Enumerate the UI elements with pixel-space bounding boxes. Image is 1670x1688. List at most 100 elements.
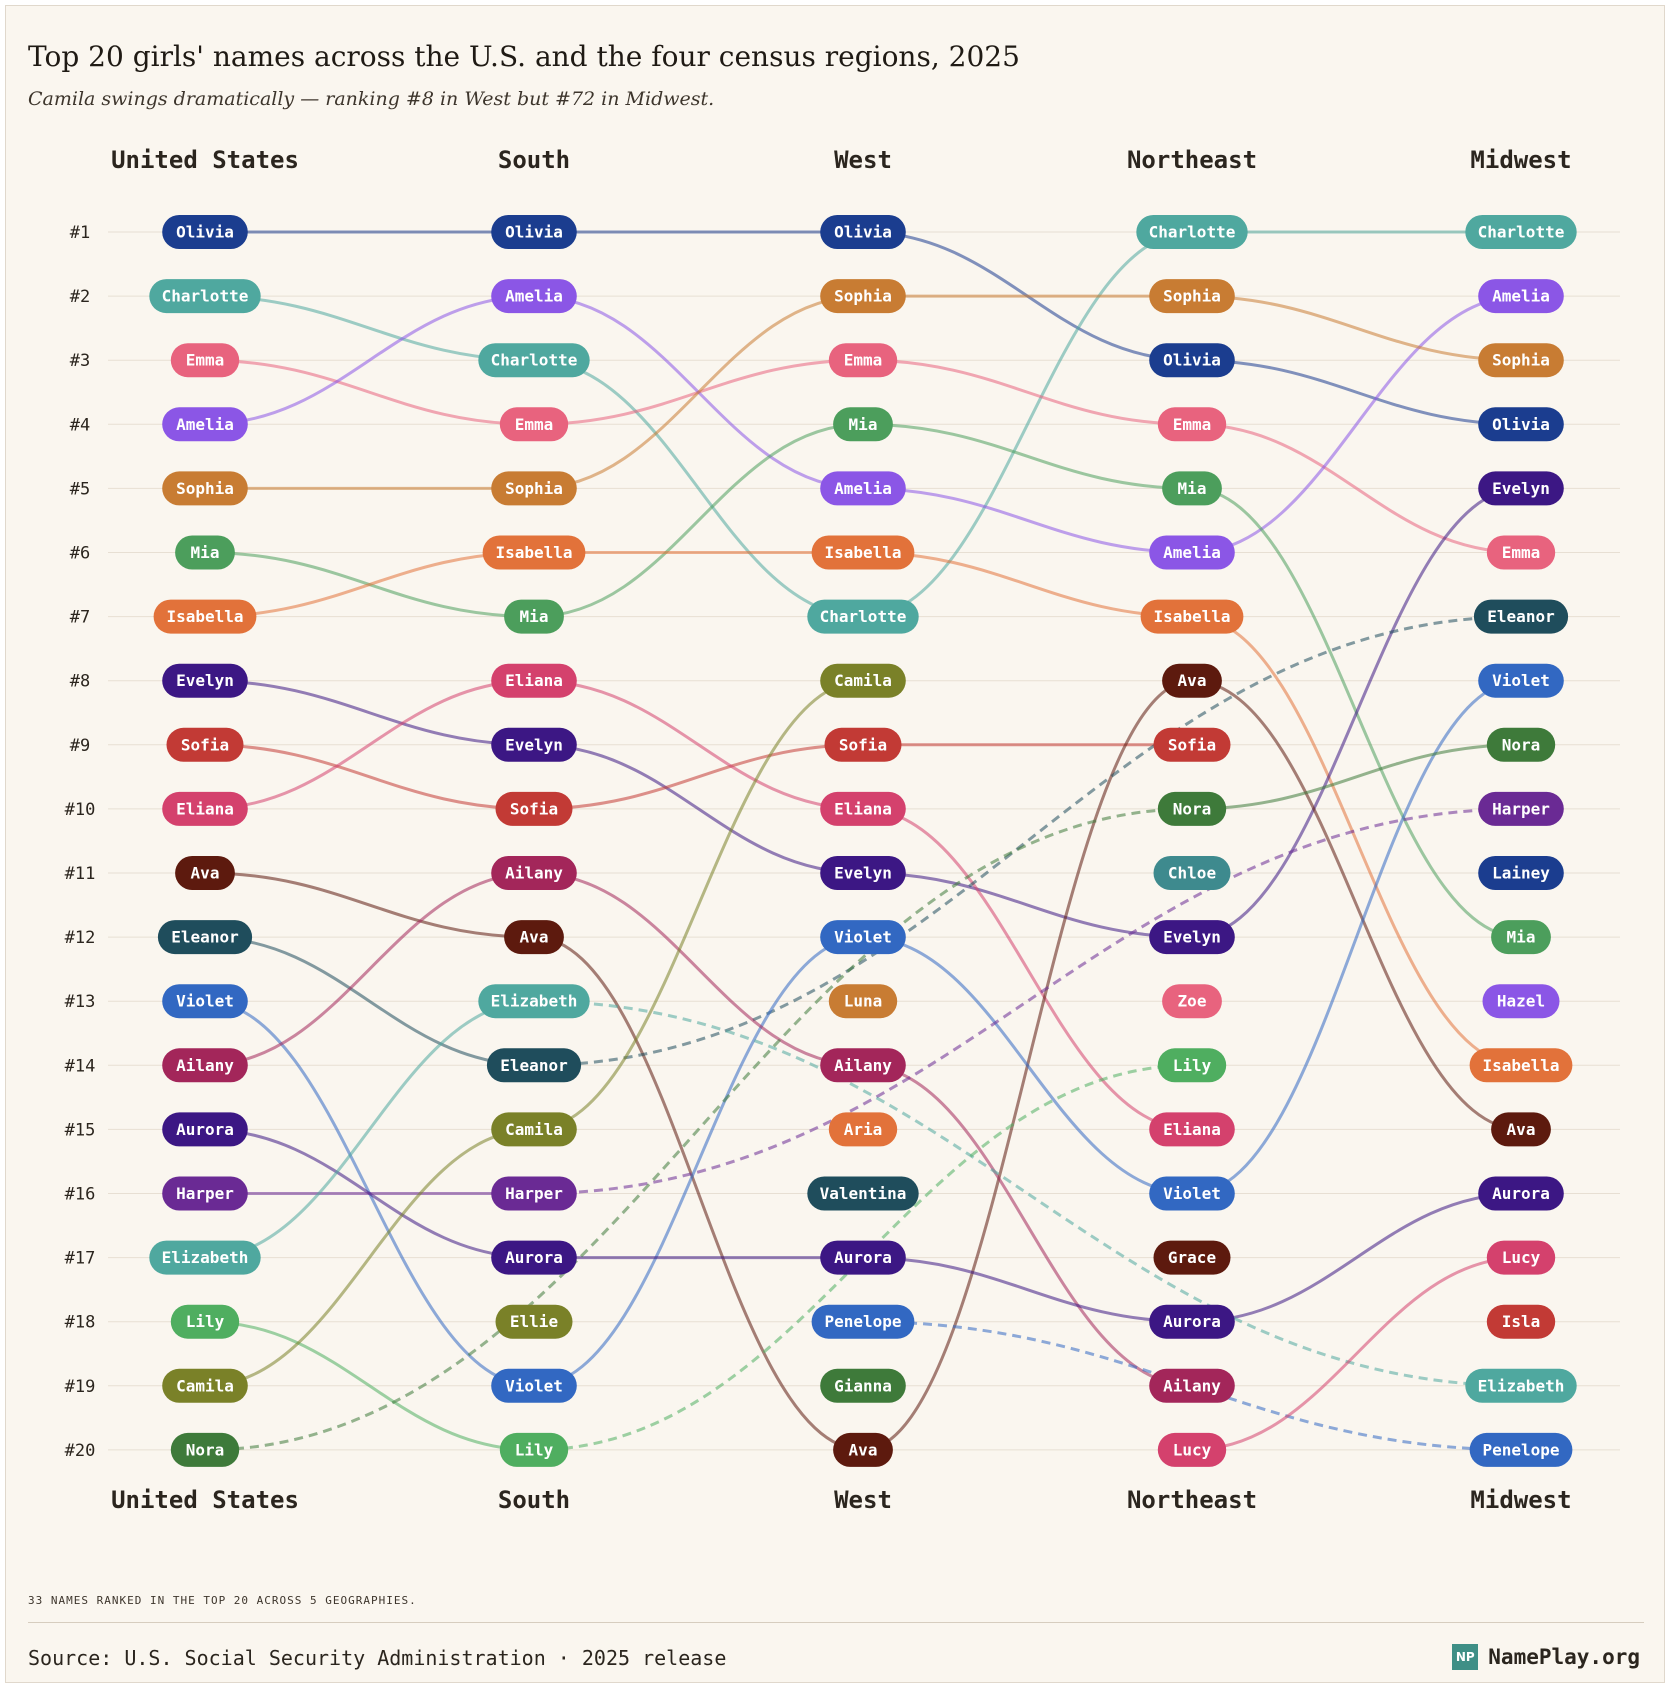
pill-shape [491,856,577,890]
name-pill: Camila [162,1368,248,1403]
pill-label: Harper [1492,799,1550,818]
pill-shape [1469,1432,1573,1467]
series-line-sophia [533,294,864,490]
rank-label: #20 [65,1441,96,1461]
pill-label: Aurora [505,1248,563,1267]
pill-shape [1149,1176,1235,1211]
pill-shape [162,1112,248,1147]
name-pills: Olivia Charlotte Emma Amelia Sophia Mia Isabel… [149,215,1577,1467]
name-pill: Ava [504,920,564,955]
pill-shape [820,920,906,955]
pill-label: Nora [186,1440,225,1459]
pill-shape [1491,920,1551,955]
name-pill: Sophia [820,279,906,314]
pill-label: Ava [1178,671,1207,690]
pill-shape [478,984,590,1019]
name-pill: Chloe [1153,856,1231,890]
series-line-eliana [862,807,1193,1131]
pill-shape [1140,599,1244,634]
name-pill: Camila [491,1112,577,1147]
name-pill: Lily [170,1304,240,1339]
pill-label: Evelyn [1163,928,1221,947]
rank-label: #17 [65,1249,96,1269]
column-header: Northeast [1127,146,1257,174]
pill-shape [1153,1240,1231,1275]
pill-label: Sophia [1163,287,1221,306]
pill-shape [149,1240,261,1275]
name-pill: Ellie [495,1304,573,1339]
pill-label: Ailany [505,864,563,883]
pill-label: Olivia [176,223,234,242]
pill-label: Sophia [505,479,563,498]
pill-label: Olivia [834,223,892,242]
pill-shape [491,727,577,762]
name-pill: Violet [1149,1176,1235,1211]
pill-label: Sophia [176,479,234,498]
series-line-ailany [204,871,535,1067]
pill-shape [491,471,577,506]
footer-divider [28,1622,1644,1623]
pill-shape [1478,663,1564,698]
pill-label: Charlotte [491,351,578,370]
name-pill: Gianna [820,1368,906,1403]
pill-label: Violet [834,928,892,947]
pill-shape [1486,1240,1556,1275]
name-pill: Ailany [491,856,577,890]
name-pill: Ava [1162,663,1222,698]
pill-shape [828,984,898,1019]
rank-label: #3 [70,351,90,371]
series-line-amelia [204,294,535,426]
pill-label: Isabella [1153,607,1230,626]
pill-label: Aurora [834,1248,892,1267]
pill-shape [1478,791,1564,826]
name-pill: Violet [162,984,248,1019]
pill-label: Sofia [181,735,229,754]
pill-shape [162,407,248,442]
pill-label: Mia [849,415,878,434]
pill-label: Ava [1507,1120,1536,1139]
pill-label: Mia [191,543,220,562]
pill-label: Emma [515,415,554,434]
pill-shape [162,471,248,506]
pill-label: Violet [176,992,234,1011]
pill-shape [1157,407,1227,442]
series-line-aurora [862,1256,1193,1324]
pill-shape [157,920,253,955]
column-footer: South [498,1486,570,1514]
pill-label: Amelia [1163,543,1221,562]
pill-label: Eliana [505,671,563,690]
name-pill: Violet [491,1368,577,1403]
name-pill: Lily [1157,1048,1227,1083]
pill-label: Olivia [1163,351,1221,370]
rank-label: #14 [65,1056,96,1076]
name-pill: Mia [833,407,893,442]
pill-label: Penelope [824,1312,901,1331]
pill-shape [1486,535,1556,570]
series-line-emma [1191,422,1522,554]
name-pill: Mia [1491,920,1551,955]
pill-shape [491,1240,577,1275]
name-pill: Charlotte [807,599,919,634]
pill-label: Evelyn [505,735,563,754]
series-line-charlotte [862,230,1193,619]
chart-subtitle: Camila swings dramatically — ranking #8 … [28,88,715,110]
pill-shape [149,279,261,314]
pill-label: Elizabeth [491,992,578,1011]
pill-label: Amelia [176,415,234,434]
name-pill: Charlotte [149,279,261,314]
brand[interactable]: NP NamePlay.org [1452,1644,1640,1670]
pill-shape [162,1176,248,1211]
name-pill: Luna [828,984,898,1019]
pill-shape [807,599,919,634]
name-pill: Penelope [811,1304,915,1339]
pill-label: Eleanor [1487,607,1554,626]
name-pill: Amelia [491,279,577,314]
pill-label: Lily [1173,1056,1212,1075]
pill-label: Nora [1173,799,1212,818]
pill-label: Violet [1163,1184,1221,1203]
rank-label: #12 [65,928,96,948]
pill-label: Lainey [1492,864,1550,883]
name-pill: Grace [1153,1240,1231,1275]
pill-label: Eliana [834,799,892,818]
name-pill: Aurora [162,1112,248,1147]
